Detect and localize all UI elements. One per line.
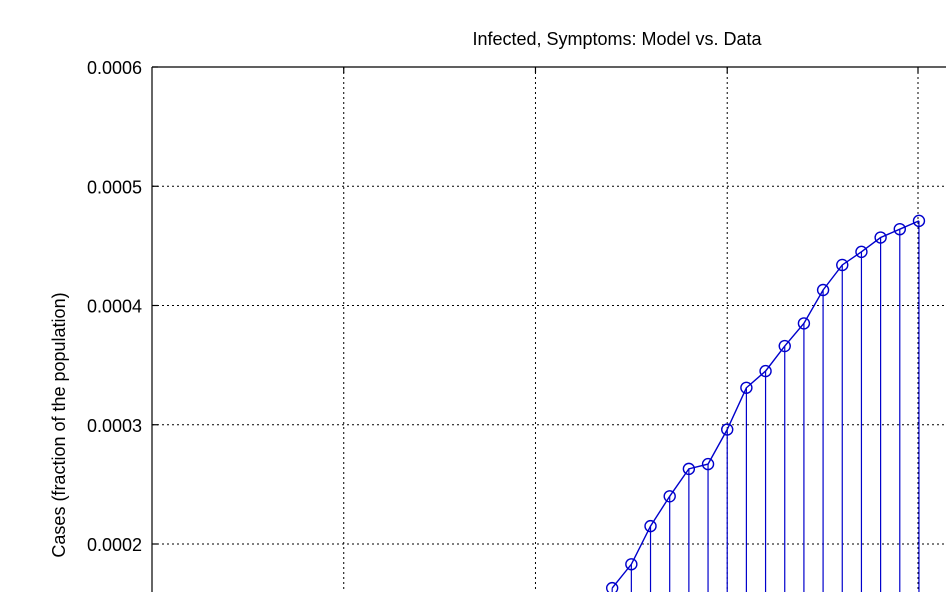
grid-lines	[152, 66, 946, 592]
data-point	[912, 214, 926, 228]
series-line	[611, 220, 920, 589]
data-point	[759, 364, 772, 378]
data-point	[836, 258, 849, 272]
data-point	[778, 339, 791, 353]
data-point	[625, 558, 638, 571]
y-tick-label: 0.0003	[87, 416, 142, 436]
data-point	[644, 519, 657, 533]
data-point	[874, 231, 887, 244]
data-point	[816, 283, 830, 297]
y-tick-labels: 0.0002 0.0003 0.0004 0.0005 0.0006	[87, 58, 142, 555]
plot-frame	[151, 66, 946, 592]
data-point	[663, 490, 676, 503]
y-axis-label: Cases (fraction of the population)	[49, 292, 69, 557]
y-tick-label: 0.0002	[87, 535, 142, 555]
data-point	[893, 222, 906, 236]
data-point	[701, 457, 715, 471]
chart-title: Infected, Symptoms: Model vs. Data	[472, 29, 762, 49]
y-tick-label: 0.0004	[87, 297, 142, 317]
data-point	[740, 381, 753, 394]
y-tick-label: 0.0005	[87, 177, 142, 197]
data-point	[605, 581, 619, 592]
data-point	[797, 317, 811, 330]
y-tick-label: 0.0006	[87, 58, 142, 78]
data-point	[721, 423, 734, 436]
data-point	[682, 462, 696, 476]
data-point	[855, 245, 868, 259]
data-series	[605, 214, 926, 592]
